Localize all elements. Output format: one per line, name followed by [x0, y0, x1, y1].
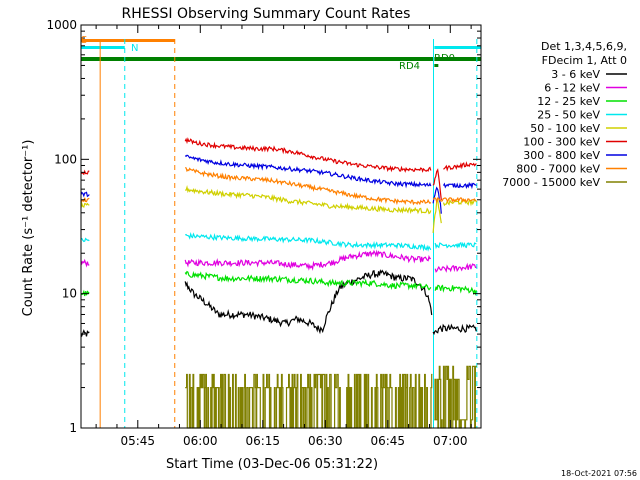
series-line: [80, 191, 90, 198]
series-line: [80, 169, 90, 176]
series-line: [434, 241, 477, 250]
series-line: [184, 249, 432, 271]
series-line: [80, 258, 90, 268]
series-7000-15000kev-group: [185, 365, 477, 429]
legend-entry-label: 7000 - 15000 keV: [502, 176, 600, 189]
night-flag-bar: [81, 46, 125, 49]
chart-title: RHESSI Observing Summary Count Rates: [122, 6, 411, 22]
y-tick-label: 10: [62, 287, 77, 301]
legend-header-line-2: FDecim 1, Att 0: [542, 54, 627, 67]
y-tick-label: 100: [54, 152, 77, 166]
series-line: [432, 168, 442, 201]
legend-entry-label: 300 - 800 keV: [523, 149, 600, 162]
y-tick-label: 1: [69, 421, 77, 435]
rd0-flag-label: RD0: [434, 53, 455, 64]
plot-frame: [80, 24, 482, 429]
flag-bars-group: [81, 39, 481, 428]
series-line: [80, 237, 90, 243]
decimation-flag-bar: [81, 57, 434, 61]
series-50-100kev-group: [80, 184, 478, 233]
saa-flag-label: S: [81, 35, 87, 46]
legend-entry-label: 800 - 7000 keV: [516, 163, 600, 176]
series-line: [80, 329, 90, 338]
series-line: [184, 269, 433, 335]
series-line: [184, 154, 432, 189]
series-line: [80, 197, 90, 203]
legend-header-line-1: Det 1,3,4,5,6,9,: [541, 40, 627, 53]
rd4-flag-label: RD4: [399, 61, 420, 72]
series-6-12kev-group: [80, 249, 477, 273]
generated-timestamp: 18-Oct-2021 07:56: [561, 469, 637, 478]
y-tick-label: 1000: [46, 18, 77, 32]
series-line: [443, 161, 477, 172]
legend-entry-label: 25 - 50 keV: [537, 109, 600, 122]
x-tick-label: 06:00: [183, 434, 218, 448]
series-line: [184, 167, 432, 206]
legend-entry-label: 50 - 100 keV: [530, 122, 600, 135]
night-flag-bar: [434, 46, 481, 49]
decimation-flag-mark: [434, 64, 439, 67]
series-800-7000kev-group: [80, 167, 477, 206]
series-line: [442, 198, 478, 207]
series-25-50kev-group: [80, 231, 477, 252]
y-axis-label: Count Rate (s⁻¹ detector⁻¹): [21, 140, 36, 317]
legend-entry-label: 100 - 300 keV: [523, 136, 600, 149]
x-tick-label: 06:30: [308, 434, 343, 448]
legend-entry-label: 12 - 25 keV: [537, 95, 600, 108]
series-line: [442, 181, 477, 190]
x-tick-label: 06:45: [370, 434, 405, 448]
series-line: [184, 137, 432, 173]
series-line: [185, 373, 433, 429]
axes-group: 1 10 100 1000 05:45 06:00 06:15 06:30 06:45 07:00: [46, 18, 482, 448]
saa-flag-bar: [81, 39, 175, 42]
series-line: [185, 184, 432, 215]
series-12-25kev-group: [80, 270, 477, 297]
legend-entry-label: 3 - 6 keV: [551, 68, 600, 81]
x-tick-label: 06:15: [245, 434, 280, 448]
series-line: [432, 186, 442, 214]
series-line: [434, 284, 477, 296]
series-group: [80, 137, 478, 429]
legend: Det 1,3,4,5,6,9, FDecim 1, Att 0 3 - 6 k…: [502, 40, 627, 189]
series-line: [432, 196, 477, 204]
series-line: [432, 323, 477, 336]
series-100-300kev-group: [80, 137, 477, 201]
x-tick-label: 05:45: [120, 434, 155, 448]
series-line: [80, 201, 90, 209]
night-flag-label: N: [131, 43, 138, 54]
decimation-flag-bar: [434, 57, 481, 61]
x-tick-label: 07:00: [433, 434, 468, 448]
legend-entry-label: 6 - 12 keV: [544, 82, 600, 95]
series-line: [434, 262, 477, 273]
series-line: [434, 365, 477, 429]
x-axis-label: Start Time (03-Dec-06 05:31:22): [166, 457, 378, 472]
series-line: [184, 231, 432, 252]
series-300-800kev-group: [80, 154, 477, 214]
series-line: [184, 270, 432, 291]
